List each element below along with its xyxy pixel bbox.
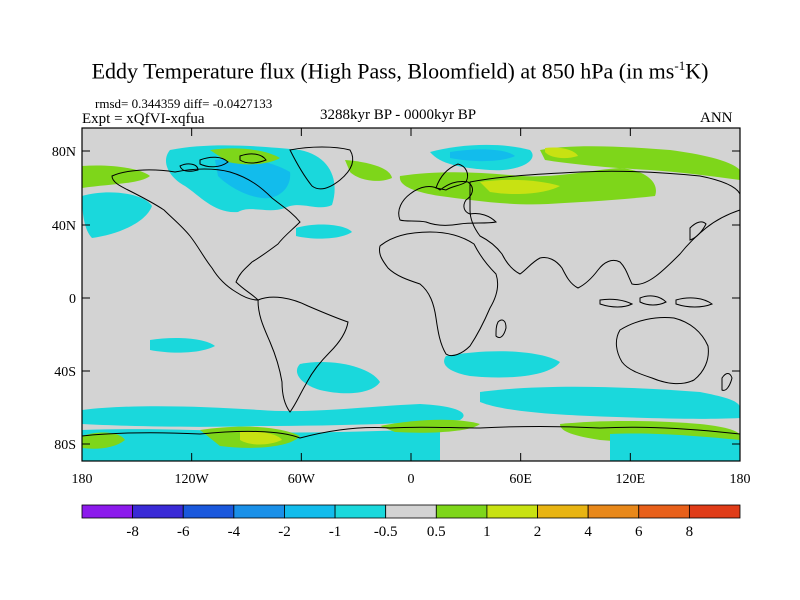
field-ross-pos	[82, 432, 125, 449]
lon-label-6: 180	[730, 472, 751, 487]
field-pacific-neg	[82, 192, 152, 238]
coastlines	[82, 146, 740, 439]
colorbar-box-12	[688, 504, 741, 519]
coast-greenland	[289, 146, 354, 190]
colorbar-label-0: -8	[126, 524, 139, 540]
colorbar-label-5: -0.5	[374, 524, 398, 540]
colorbar-box-1	[132, 504, 184, 519]
map-title: Eddy Temperature flux (High Pass, Bloomf…	[0, 58, 800, 84]
colorbar-label-4: -1	[329, 524, 342, 540]
colorbar-label-6: 0.5	[427, 524, 446, 540]
field-southpacific-neg	[150, 338, 215, 353]
colorbar-label-1: -6	[177, 524, 190, 540]
colorbar-box-6	[385, 504, 437, 519]
lon-label-1: 120W	[175, 472, 210, 487]
lat-label-4: 80S	[54, 438, 76, 453]
colorbar-box-11	[638, 504, 690, 519]
lon-label-3: 0	[408, 472, 415, 487]
field-eastant-neg	[610, 433, 740, 461]
colorbar-label-10: 6	[635, 524, 643, 540]
season-label: ANN	[700, 110, 733, 126]
lon-label-2: 60W	[288, 472, 316, 487]
field-atlantic-neg	[296, 224, 352, 239]
colorbar-box-10	[587, 504, 640, 519]
lat-label-2: 0	[69, 292, 76, 307]
title-tail: K)	[685, 58, 709, 84]
coast-canadian-arctic	[179, 153, 267, 172]
field-greenland-pos	[345, 160, 392, 181]
period-label: 3288kyr BP - 0000kyr BP	[320, 107, 477, 123]
latitude-axis: 80N 40N 0 40S 80S	[52, 145, 740, 453]
coast-indonesia	[599, 295, 714, 308]
colorbar-box-5	[334, 504, 387, 519]
colorbar: -8 -6 -4 -2 -1 -0.5 0.5 1 2 4 6 8	[81, 504, 741, 540]
colorbar-box-9	[537, 504, 589, 519]
field-canada-strong	[215, 158, 291, 199]
colorbar-box-8	[486, 504, 538, 519]
rmsd-stat: rmsd= 0.344359 diff= -0.0427133	[95, 96, 273, 111]
field-siberia-mid	[545, 147, 578, 159]
colorbar-box-0	[81, 504, 134, 519]
field-southpacific2-neg	[296, 362, 380, 394]
field-southindian-neg	[480, 386, 740, 419]
coast-antarctica	[82, 426, 740, 439]
coast-north-america	[111, 168, 301, 301]
field-siberia-pos	[540, 146, 740, 180]
field-southatlantic-neg	[444, 351, 560, 378]
colorbar-box-3	[233, 504, 285, 519]
colorbar-box-2	[182, 504, 235, 519]
coast-south-america	[257, 296, 349, 413]
field-europe-mid	[480, 179, 560, 194]
coast-africa	[379, 231, 499, 357]
coast-japan	[689, 221, 707, 241]
colorbar-box-4	[284, 504, 336, 519]
longitude-axis: 180 120W 60W 0 60E 120E 180	[72, 128, 751, 487]
coast-new-zealand	[721, 373, 733, 391]
lon-label-4: 60E	[509, 472, 532, 487]
colorbar-label-8: 2	[534, 524, 542, 540]
colorbar-box-7	[435, 504, 488, 519]
lat-label-0: 80N	[52, 145, 76, 160]
field-canada-pos	[210, 148, 280, 165]
lon-label-5: 120E	[616, 472, 646, 487]
coast-europe	[398, 181, 498, 226]
title-superscript: -1	[674, 58, 686, 73]
lat-label-3: 40S	[54, 365, 76, 380]
field-southocean-neg	[82, 404, 464, 427]
title-main: Eddy Temperature flux (High Pass, Bloomf…	[91, 58, 675, 84]
coast-scandinavia	[435, 163, 469, 191]
experiment-label: Expt = xQfVI-xqfua	[82, 111, 205, 127]
field-barents-strong	[450, 149, 515, 162]
lat-label-1: 40N	[52, 219, 76, 234]
colorbar-label-7: 1	[483, 524, 491, 540]
colorbar-label-9: 4	[584, 524, 592, 540]
coast-madagascar	[495, 319, 507, 339]
field-weddell-pos	[380, 419, 480, 433]
colorbar-label-11: 8	[686, 524, 694, 540]
colorbar-label-2: -4	[228, 524, 241, 540]
lon-label-0: 180	[72, 472, 93, 487]
coast-australia	[615, 317, 709, 385]
colorbar-label-3: -2	[278, 524, 291, 540]
coast-asia	[469, 170, 740, 289]
field-antarctic-mid	[240, 431, 282, 445]
